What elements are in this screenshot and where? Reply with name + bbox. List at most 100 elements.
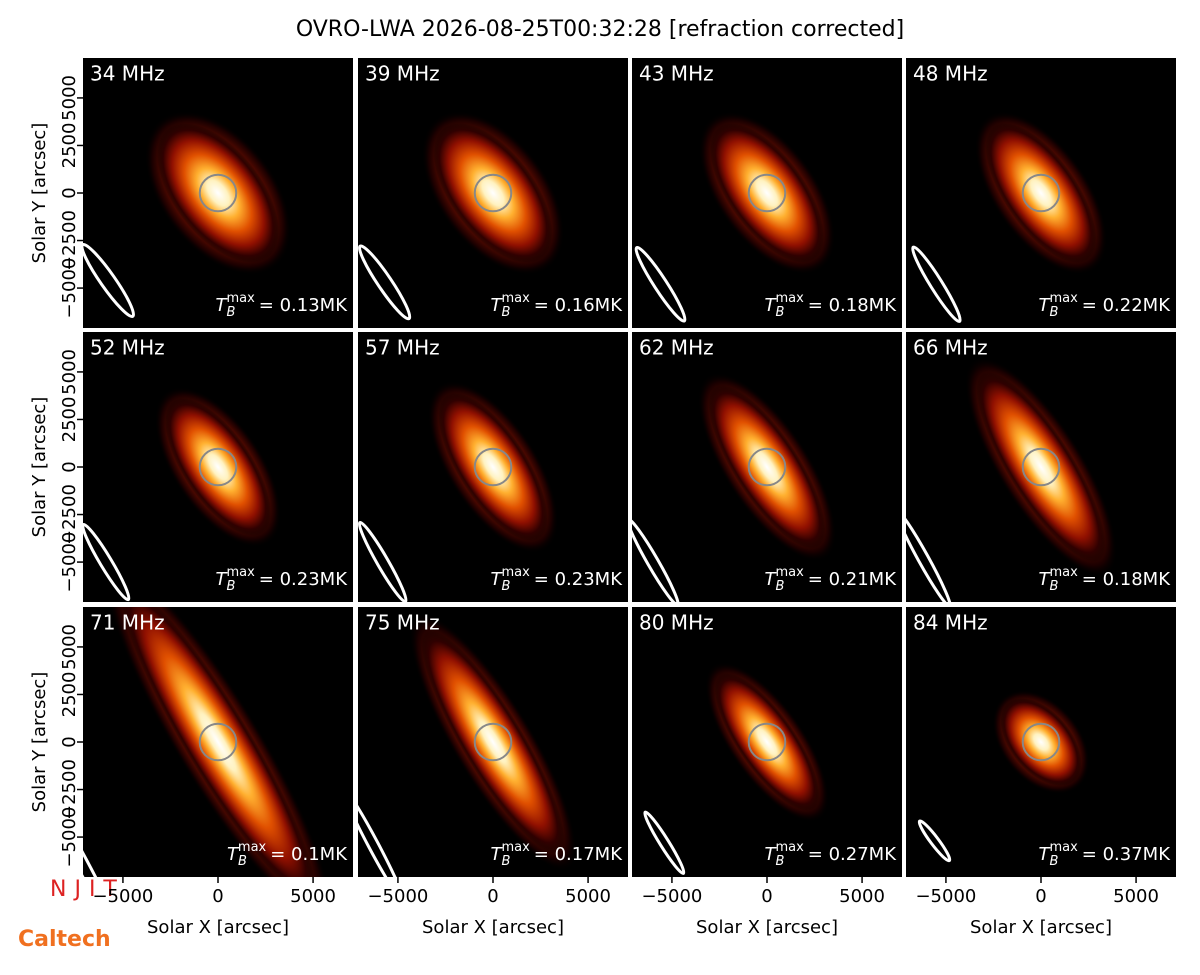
tmax-value: = 0.22MK bbox=[1082, 295, 1171, 316]
beam bbox=[917, 819, 952, 863]
tmax-label: TBmax = 0.18MK bbox=[1039, 565, 1172, 594]
panel: 39 MHz TBmax = 0.16MK bbox=[358, 58, 628, 328]
beam bbox=[906, 508, 952, 602]
tb-sub: B bbox=[1050, 579, 1059, 594]
tb-symbol: T bbox=[216, 295, 229, 316]
x-tick-label: 0 bbox=[761, 886, 772, 907]
tb-sub: B bbox=[1050, 305, 1059, 320]
y-axis-label: Solar Y [arcsec] bbox=[29, 672, 50, 813]
solar-limb bbox=[747, 447, 787, 487]
x-tick-label: −5000 bbox=[367, 886, 428, 907]
frequency-label: 43 MHz bbox=[639, 62, 714, 86]
emission bbox=[985, 122, 1097, 264]
y-tick-label: 5000 bbox=[59, 624, 80, 670]
frequency-label: 66 MHz bbox=[913, 336, 988, 360]
tb-sup: max bbox=[1049, 840, 1078, 855]
panel: 75 MHz TBmax = 0.17MK bbox=[358, 607, 628, 877]
tmax-label: TBmax = 0.13MK bbox=[216, 291, 349, 320]
emission bbox=[421, 630, 565, 854]
y-tick-label: 2500 bbox=[59, 672, 80, 718]
beam bbox=[83, 522, 131, 602]
beam bbox=[83, 776, 128, 877]
y-tick-label: 2500 bbox=[59, 397, 80, 443]
solar-limb bbox=[1021, 173, 1061, 213]
y-axis-label: Solar Y [arcsec] bbox=[29, 397, 50, 538]
panel: 71 MHz TBmax = 0.1MK bbox=[83, 607, 353, 877]
tb-sub: B bbox=[227, 579, 236, 594]
tmax-label: TBmax = 0.22MK bbox=[1039, 291, 1172, 320]
solar-limb bbox=[747, 722, 787, 762]
tmax-label: TBmax = 0.1MK bbox=[227, 840, 348, 869]
y-tick-label: 5000 bbox=[59, 75, 80, 121]
tb-symbol: T bbox=[1039, 295, 1052, 316]
x-axis-label: Solar X [arcsec] bbox=[696, 917, 838, 938]
tb-symbol: T bbox=[491, 844, 504, 865]
tmax-value: = 0.17MK bbox=[534, 844, 623, 865]
panel-image bbox=[83, 386, 282, 602]
x-tick-label: 0 bbox=[487, 886, 498, 907]
emission bbox=[120, 607, 316, 877]
panel-image bbox=[917, 690, 1090, 863]
beam bbox=[634, 245, 687, 323]
tmax-value: = 0.13MK bbox=[259, 295, 348, 316]
solar-limb bbox=[1021, 722, 1061, 762]
panel: 52 MHz TBmax = 0.23MK bbox=[83, 332, 353, 602]
frequency-label: 71 MHz bbox=[90, 611, 165, 635]
y-tick-label: 2500 bbox=[59, 123, 80, 169]
logo-caltech: Caltech bbox=[18, 927, 111, 952]
tb-sub: B bbox=[227, 305, 236, 320]
solar-limb bbox=[473, 173, 513, 213]
panel-image bbox=[358, 612, 577, 877]
panel-image bbox=[83, 111, 292, 319]
emission bbox=[1000, 698, 1082, 786]
tb-sub: B bbox=[238, 854, 247, 869]
emission bbox=[714, 673, 820, 811]
tb-symbol: T bbox=[227, 844, 240, 865]
panel-image bbox=[83, 607, 331, 877]
tmax-label: TBmax = 0.17MK bbox=[491, 840, 624, 869]
tmax-label: TBmax = 0.23MK bbox=[216, 565, 349, 594]
beam bbox=[632, 517, 680, 602]
solar-limb bbox=[198, 447, 238, 487]
frequency-label: 48 MHz bbox=[913, 62, 988, 86]
tb-sup: max bbox=[226, 565, 255, 580]
x-tick-label: 5000 bbox=[565, 886, 611, 907]
frequency-label: 80 MHz bbox=[639, 611, 714, 635]
beam bbox=[358, 520, 408, 602]
tb-symbol: T bbox=[491, 295, 504, 316]
frequency-label: 52 MHz bbox=[90, 336, 165, 360]
tb-sub: B bbox=[1050, 854, 1059, 869]
tmax-label: TBmax = 0.21MK bbox=[765, 565, 898, 594]
beam bbox=[643, 810, 686, 875]
tb-symbol: T bbox=[1039, 844, 1052, 865]
panel-image bbox=[643, 662, 829, 875]
frequency-label: 39 MHz bbox=[365, 62, 440, 86]
tmax-value: = 0.16MK bbox=[534, 295, 623, 316]
tb-sup: max bbox=[1049, 291, 1078, 306]
panel: 34 MHz TBmax = 0.13MK bbox=[83, 58, 353, 328]
panel-image bbox=[911, 111, 1108, 323]
beam bbox=[358, 244, 412, 321]
panel: 80 MHz TBmax = 0.27MK bbox=[632, 607, 902, 877]
tb-symbol: T bbox=[216, 569, 229, 590]
emission bbox=[708, 385, 826, 549]
solar-limb bbox=[473, 722, 513, 762]
y-tick-label: −5000 bbox=[59, 258, 80, 319]
y-tick-label: 0 bbox=[59, 461, 80, 472]
beam bbox=[83, 242, 135, 319]
panel: 62 MHz TBmax = 0.21MK bbox=[632, 332, 902, 602]
solar-limb bbox=[473, 447, 513, 487]
tmax-value: = 0.37MK bbox=[1082, 844, 1171, 865]
panel: 84 MHz TBmax = 0.37MK bbox=[906, 607, 1176, 877]
x-axis-label: Solar X [arcsec] bbox=[422, 917, 564, 938]
tb-symbol: T bbox=[765, 295, 778, 316]
emission bbox=[156, 123, 280, 263]
tb-sub: B bbox=[776, 305, 785, 320]
tmax-label: TBmax = 0.18MK bbox=[765, 291, 898, 320]
frequency-label: 75 MHz bbox=[365, 611, 440, 635]
emission bbox=[709, 123, 825, 263]
y-tick-label: −5000 bbox=[59, 807, 80, 868]
tmax-label: TBmax = 0.37MK bbox=[1039, 840, 1172, 869]
x-tick-label: 5000 bbox=[1113, 886, 1159, 907]
tmax-label: TBmax = 0.16MK bbox=[491, 291, 624, 320]
